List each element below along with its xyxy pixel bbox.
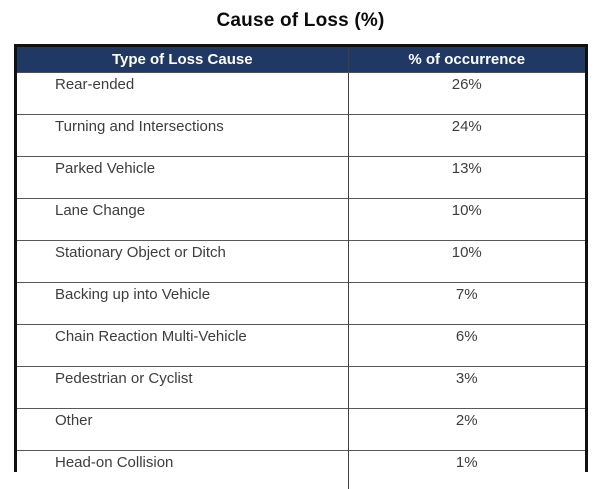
cell-pct: 10% xyxy=(347,198,585,241)
table-row: Parked Vehicle 13% xyxy=(17,156,585,199)
table-row: Turning and Intersections 24% xyxy=(17,114,585,157)
cell-cause: Backing up into Vehicle xyxy=(17,282,348,325)
cell-cause: Parked Vehicle xyxy=(17,156,348,199)
table-row: Other 2% xyxy=(17,408,585,451)
column-header-pct-of-occurrence: % of occurrence xyxy=(347,47,585,73)
cell-cause: Turning and Intersections xyxy=(17,114,348,157)
cell-cause: Head-on Collision xyxy=(17,450,348,489)
cell-cause: Rear-ended xyxy=(17,72,348,115)
cell-pct: 10% xyxy=(347,240,585,283)
table-row: Rear-ended 26% xyxy=(17,72,585,115)
cause-of-loss-table-container: Type of Loss Cause % of occurrence Rear-… xyxy=(14,44,588,489)
column-header-type-of-loss-cause: Type of Loss Cause xyxy=(17,47,348,73)
page-title: Cause of Loss (%) xyxy=(216,10,385,31)
cell-pct: 3% xyxy=(347,366,585,409)
table-body: Rear-ended 26% Turning and Intersections… xyxy=(17,72,585,489)
table-row: Head-on Collision 1% xyxy=(17,450,585,489)
header-row: Type of Loss Cause % of occurrence xyxy=(17,47,585,73)
cell-pct: 1% xyxy=(347,450,585,489)
cell-cause: Pedestrian or Cyclist xyxy=(17,366,348,409)
cell-pct: 26% xyxy=(347,72,585,115)
table-header: Type of Loss Cause % of occurrence xyxy=(17,47,585,73)
cell-pct: 24% xyxy=(347,114,585,157)
cell-cause: Chain Reaction Multi-Vehicle xyxy=(17,324,348,367)
table-row: Pedestrian or Cyclist 3% xyxy=(17,366,585,409)
table-row: Backing up into Vehicle 7% xyxy=(17,282,585,325)
cell-pct: 13% xyxy=(347,156,585,199)
cell-cause: Stationary Object or Ditch xyxy=(17,240,348,283)
cell-pct: 6% xyxy=(347,324,585,367)
table-row: Stationary Object or Ditch 10% xyxy=(17,240,585,283)
table-row: Lane Change 10% xyxy=(17,198,585,241)
cell-cause: Lane Change xyxy=(17,198,348,241)
table-row: Chain Reaction Multi-Vehicle 6% xyxy=(17,324,585,367)
cause-of-loss-table: Type of Loss Cause % of occurrence Rear-… xyxy=(17,47,585,489)
cell-pct: 7% xyxy=(347,282,585,325)
cell-cause: Other xyxy=(17,408,348,451)
cell-pct: 2% xyxy=(347,408,585,451)
